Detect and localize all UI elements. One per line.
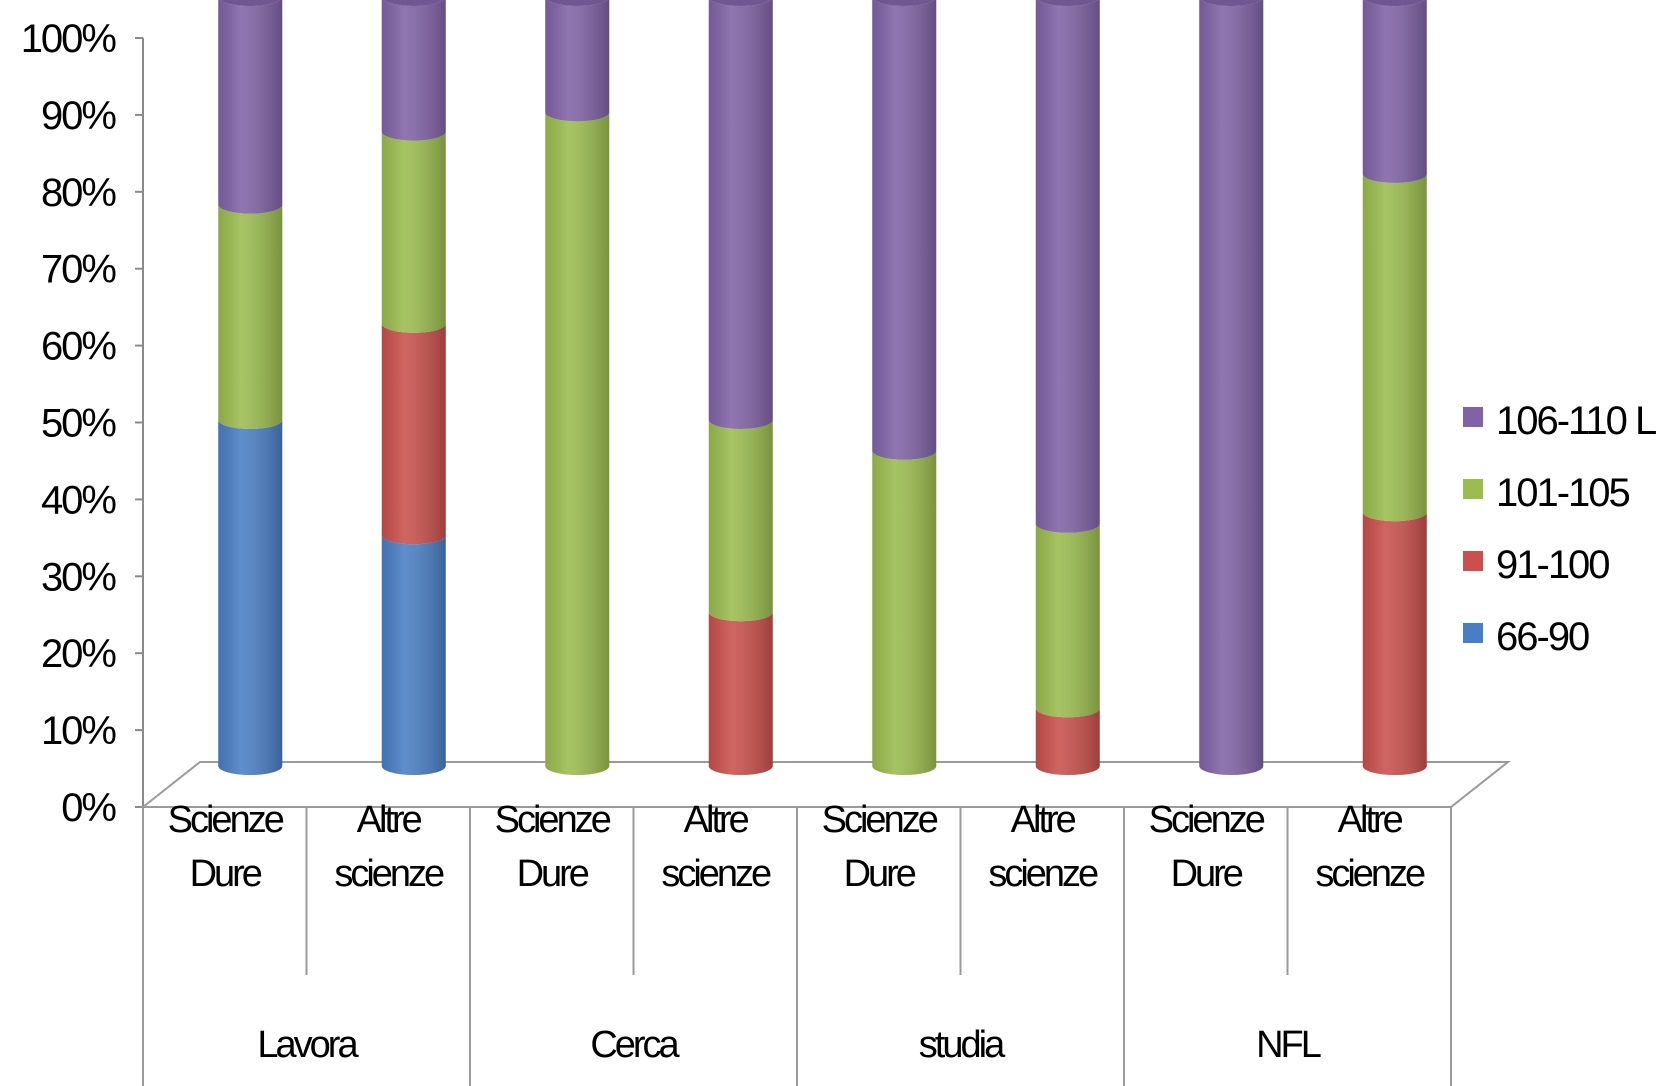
- legend-swatch: [1463, 407, 1483, 427]
- legend-swatch: [1463, 551, 1483, 571]
- bar-cap: [1364, 0, 1425, 6]
- bar-segment-shade: [381, 0, 446, 141]
- bar-segment-shade: [708, 612, 773, 775]
- category-label: Altre: [684, 799, 749, 841]
- group-label: studia: [919, 1024, 1006, 1066]
- bar-segment-shade: [1035, 708, 1100, 775]
- category-label: Scienze: [495, 799, 611, 841]
- bar-segment-shade: [545, 0, 610, 122]
- bar-cap: [1037, 0, 1098, 6]
- category-label: Dure: [844, 853, 916, 895]
- category-label: Dure: [517, 853, 589, 895]
- bar-segment-shade: [1199, 0, 1264, 775]
- legend-swatch: [1463, 623, 1483, 643]
- legend-label: 66-90: [1496, 615, 1589, 659]
- bar-cap: [1201, 0, 1262, 6]
- category-label: Dure: [1171, 853, 1243, 895]
- group-label: Cerca: [590, 1024, 680, 1066]
- chart-floor: [140, 761, 1511, 808]
- bar-segment-shade: [1362, 512, 1427, 775]
- bar-cap: [220, 0, 281, 6]
- y-tick-label: 30%: [41, 555, 116, 599]
- bar-cap: [710, 0, 771, 6]
- y-tick-label: 80%: [41, 171, 116, 215]
- axis-layer: 0% 10% 20% 30% 40% 50% 60% 70% 80% 90% 100%: [21, 17, 1511, 1086]
- group-label: Lavora: [257, 1024, 359, 1066]
- bar-segment-shade: [708, 0, 773, 429]
- category-label: Scienze: [168, 799, 284, 841]
- legend-label: 91-100: [1496, 543, 1609, 587]
- y-tick-label: 60%: [41, 325, 116, 369]
- bar-stack: [708, 0, 773, 775]
- bar-cap: [547, 0, 608, 6]
- y-tick-label: 90%: [41, 94, 116, 138]
- bar-segment-shade: [218, 204, 283, 429]
- bar-cap: [874, 0, 935, 6]
- y-tick-label: 0%: [61, 786, 116, 830]
- group-label: NFL: [1256, 1024, 1321, 1066]
- bars-layer: [218, 0, 1427, 776]
- category-label: Altre: [357, 799, 422, 841]
- bar-cap-shade: [710, 0, 771, 6]
- bar-stack: [1362, 0, 1427, 775]
- bar-stack: [1035, 0, 1100, 775]
- y-tick-label: 70%: [41, 248, 116, 292]
- y-tick-label: 100%: [21, 17, 117, 61]
- bar-segment-shade: [1362, 173, 1427, 522]
- bar-segment-shade: [1035, 523, 1100, 718]
- bar-stack: [1199, 0, 1264, 775]
- bar-segment-shade: [381, 131, 446, 333]
- y-tick-label: 20%: [41, 632, 116, 676]
- bar-cap-shade: [547, 0, 608, 6]
- bar-stack: [545, 0, 610, 776]
- category-label: Dure: [190, 853, 262, 895]
- y-tick-label: 50%: [41, 402, 116, 446]
- bar-segment-shade: [218, 0, 283, 214]
- bar-cap-shade: [383, 0, 444, 6]
- bar-segment-shade: [1362, 0, 1427, 183]
- y-tick-label: 40%: [41, 478, 116, 522]
- category-label: Scienze: [1149, 799, 1265, 841]
- bar-segment-shade: [1035, 0, 1100, 533]
- category-label: Altre: [1338, 799, 1403, 841]
- bar-cap-shade: [1364, 0, 1425, 6]
- bar-segment-shade: [381, 323, 446, 545]
- bar-segment-shade: [872, 0, 937, 460]
- category-label: Scienze: [822, 799, 938, 841]
- legend: 106-110 L 101-105 91-100 66-90: [1463, 399, 1658, 659]
- bar-cap-shade: [1037, 0, 1098, 6]
- bar-stack: [218, 0, 283, 775]
- y-tick-label: 10%: [41, 709, 116, 753]
- bar-cap-shade: [874, 0, 935, 6]
- category-label: scienze: [1315, 853, 1425, 895]
- legend-label: 101-105: [1496, 471, 1630, 515]
- category-label: scienze: [334, 853, 444, 895]
- bar-segment-shade: [545, 112, 610, 776]
- category-labels: Scienze Dure Altre scienze Scienze Dure Altre s…: [168, 799, 1428, 1066]
- bar-stack: [872, 0, 937, 775]
- legend-label: 106-110 L: [1496, 399, 1656, 443]
- bar-segment-shade: [381, 535, 446, 775]
- category-label: scienze: [661, 853, 771, 895]
- bar-segment-shade: [218, 419, 283, 775]
- category-label: scienze: [988, 853, 1098, 895]
- bar-segment-shade: [708, 419, 773, 622]
- category-label: Altre: [1011, 799, 1076, 841]
- bar-segment-shade: [872, 450, 937, 775]
- legend-swatch: [1463, 479, 1483, 499]
- bar-cap-shade: [220, 0, 281, 6]
- bar-cap: [383, 0, 444, 6]
- bar-cap-shade: [1201, 0, 1262, 6]
- bar-stack: [381, 0, 446, 775]
